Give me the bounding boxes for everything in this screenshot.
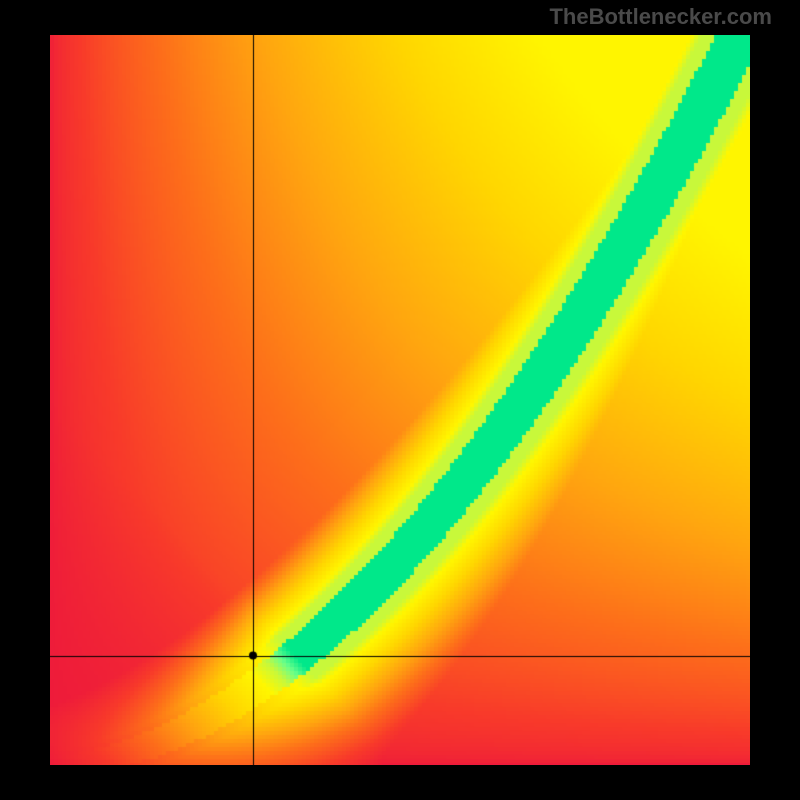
heatmap-canvas [50,35,750,765]
heatmap-plot [50,35,750,765]
watermark-text: TheBottlenecker.com [549,4,772,30]
chart-container: TheBottlenecker.com [0,0,800,800]
